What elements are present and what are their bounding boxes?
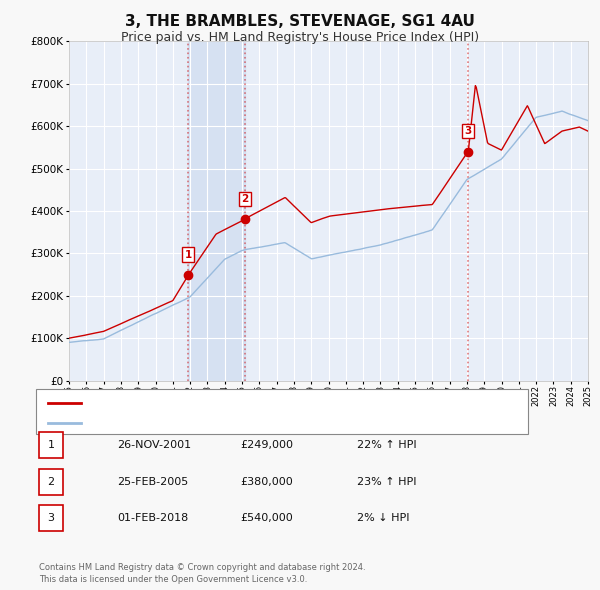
Text: 3: 3 — [47, 513, 55, 523]
Text: 3: 3 — [464, 126, 472, 136]
Text: 2: 2 — [241, 194, 248, 204]
Text: HPI: Average price, detached house, Stevenage: HPI: Average price, detached house, Stev… — [88, 418, 326, 428]
Text: Contains HM Land Registry data © Crown copyright and database right 2024.
This d: Contains HM Land Registry data © Crown c… — [39, 563, 365, 584]
Text: £380,000: £380,000 — [240, 477, 293, 487]
Text: 1: 1 — [185, 250, 192, 260]
Text: 1: 1 — [47, 441, 55, 450]
Text: 26-NOV-2001: 26-NOV-2001 — [117, 441, 191, 450]
Text: £540,000: £540,000 — [240, 513, 293, 523]
Text: £249,000: £249,000 — [240, 441, 293, 450]
Text: 23% ↑ HPI: 23% ↑ HPI — [357, 477, 416, 487]
Bar — [188, 41, 245, 381]
Text: Price paid vs. HM Land Registry's House Price Index (HPI): Price paid vs. HM Land Registry's House … — [121, 31, 479, 44]
Text: 01-FEB-2018: 01-FEB-2018 — [117, 513, 188, 523]
Text: 2% ↓ HPI: 2% ↓ HPI — [357, 513, 409, 523]
Text: 22% ↑ HPI: 22% ↑ HPI — [357, 441, 416, 450]
Text: 25-FEB-2005: 25-FEB-2005 — [117, 477, 188, 487]
Text: 2: 2 — [47, 477, 55, 487]
Text: 3, THE BRAMBLES, STEVENAGE, SG1 4AU: 3, THE BRAMBLES, STEVENAGE, SG1 4AU — [125, 14, 475, 28]
Text: 3, THE BRAMBLES, STEVENAGE, SG1 4AU (detached house): 3, THE BRAMBLES, STEVENAGE, SG1 4AU (det… — [88, 398, 385, 408]
